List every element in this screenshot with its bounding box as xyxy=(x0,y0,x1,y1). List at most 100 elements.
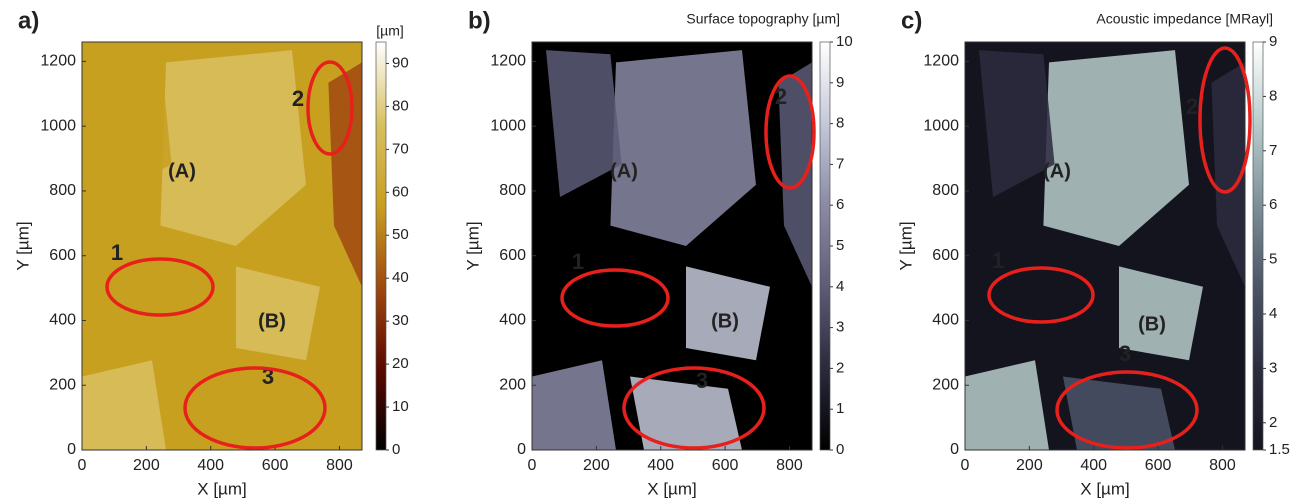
grain xyxy=(610,50,756,246)
y-tick-label: 1200 xyxy=(923,53,959,70)
x-tick-label: 400 xyxy=(1080,457,1107,474)
grain-label: (A) xyxy=(168,160,196,182)
colorbar-tick-label: 10 xyxy=(392,398,409,415)
colorbar-tick-label: 80 xyxy=(392,97,409,114)
colorbar-tick-label: 5 xyxy=(836,237,844,254)
colorbar-tick-label: 0 xyxy=(392,441,400,458)
y-tick-label: 200 xyxy=(499,376,526,393)
colorbar-tick-label: 2 xyxy=(1269,414,1277,431)
colorbar-label: [µm] xyxy=(376,23,404,39)
colorbar-tick-label: 3 xyxy=(1269,359,1277,376)
grain-label: (A) xyxy=(610,160,638,182)
colorbar-tick-label: 60 xyxy=(392,183,409,200)
y-tick-label: 1200 xyxy=(40,53,76,70)
x-tick-label: 200 xyxy=(583,457,610,474)
y-tick-label: 0 xyxy=(67,441,76,458)
colorbar xyxy=(819,41,831,451)
y-tick-label: 600 xyxy=(499,247,526,264)
region-number: 2 xyxy=(292,86,304,111)
grain xyxy=(1063,376,1175,450)
colorbar xyxy=(375,41,387,451)
region-outline xyxy=(1198,46,1252,194)
colorbar-tick-label: 10 xyxy=(836,33,853,50)
region-number: 1 xyxy=(992,248,1004,273)
grain xyxy=(236,266,320,361)
y-axis-label: Y [µm] xyxy=(896,221,915,270)
grain-label: (A) xyxy=(1043,160,1071,182)
grain xyxy=(546,50,622,198)
x-tick-label: 800 xyxy=(1209,457,1236,474)
region-number: 2 xyxy=(775,84,787,109)
x-tick-label: 600 xyxy=(262,457,289,474)
colorbar-tick-label: 20 xyxy=(392,355,409,372)
x-tick-label: 0 xyxy=(961,457,970,474)
y-tick-label: 400 xyxy=(932,312,959,329)
y-tick-label: 1000 xyxy=(490,117,526,134)
colorbar-tick-label: 70 xyxy=(392,140,409,157)
grain-label: (B) xyxy=(711,310,739,332)
colorbar-tick-label: 3 xyxy=(836,319,844,336)
region-number: 3 xyxy=(696,368,708,393)
colorbar-tick-label: 6 xyxy=(836,196,844,213)
region-number: 2 xyxy=(1186,94,1198,119)
region-outline xyxy=(764,74,816,190)
panel-label: b) xyxy=(468,7,491,34)
x-axis-label: X [µm] xyxy=(647,479,696,498)
x-tick-label: 800 xyxy=(326,457,353,474)
region-outline xyxy=(560,268,670,328)
axes-frame xyxy=(81,41,363,451)
x-axis-label: X [µm] xyxy=(1080,479,1129,498)
grain xyxy=(979,50,1055,198)
y-axis-label: Y [µm] xyxy=(13,221,32,270)
colorbar-tick-label: 50 xyxy=(392,226,409,243)
colorbar-tick-label: 7 xyxy=(836,155,844,172)
x-tick-label: 200 xyxy=(1016,457,1043,474)
y-tick-label: 0 xyxy=(950,441,959,458)
region-outline xyxy=(622,366,766,450)
region-outline xyxy=(105,257,215,317)
colorbar-tick-label: 0 xyxy=(836,441,844,458)
grain xyxy=(778,62,812,287)
x-tick-label: 200 xyxy=(133,457,160,474)
grain xyxy=(328,62,362,287)
colorbar-tick-label: 6 xyxy=(1269,196,1277,213)
panel-label: c) xyxy=(901,7,922,34)
colorbar-tick-label: 90 xyxy=(392,54,409,71)
colorbar-tick-label: 5 xyxy=(1269,251,1277,268)
colorbar-tick-label: 7 xyxy=(1269,142,1277,159)
y-tick-label: 800 xyxy=(49,182,76,199)
grain xyxy=(1211,62,1245,287)
colorbar-tick-label: 4 xyxy=(836,278,844,295)
axes-frame xyxy=(531,41,813,451)
colorbar-tick-label: 4 xyxy=(1269,305,1277,322)
x-tick-label: 400 xyxy=(197,457,224,474)
panel-label: a) xyxy=(18,7,39,34)
y-tick-label: 1000 xyxy=(40,117,76,134)
colorbar-tick-label: 2 xyxy=(836,359,844,376)
y-tick-label: 600 xyxy=(932,247,959,264)
axes-frame xyxy=(964,41,1246,451)
x-tick-label: 600 xyxy=(712,457,739,474)
y-tick-label: 1200 xyxy=(490,53,526,70)
x-tick-label: 0 xyxy=(78,457,87,474)
y-tick-label: 800 xyxy=(932,182,959,199)
colorbar-tick-label: 1.5 xyxy=(1269,441,1290,458)
y-tick-label: 800 xyxy=(499,182,526,199)
y-axis-label: Y [µm] xyxy=(463,221,482,270)
y-tick-label: 0 xyxy=(517,441,526,458)
colorbar-tick-label: 9 xyxy=(836,74,844,91)
y-tick-label: 400 xyxy=(499,312,526,329)
grain xyxy=(1119,266,1203,361)
grain xyxy=(686,266,770,361)
colorbar-tick-label: 1 xyxy=(836,400,844,417)
x-tick-label: 600 xyxy=(1145,457,1172,474)
x-tick-label: 800 xyxy=(776,457,803,474)
region-number: 1 xyxy=(111,240,123,265)
title: Acoustic impedance [MRayl] xyxy=(1096,11,1273,27)
colorbar-tick-label: 8 xyxy=(1269,87,1277,104)
region-number: 3 xyxy=(1119,341,1131,366)
grain xyxy=(96,50,172,198)
grain xyxy=(160,50,306,246)
x-axis-label: X [µm] xyxy=(197,479,246,498)
